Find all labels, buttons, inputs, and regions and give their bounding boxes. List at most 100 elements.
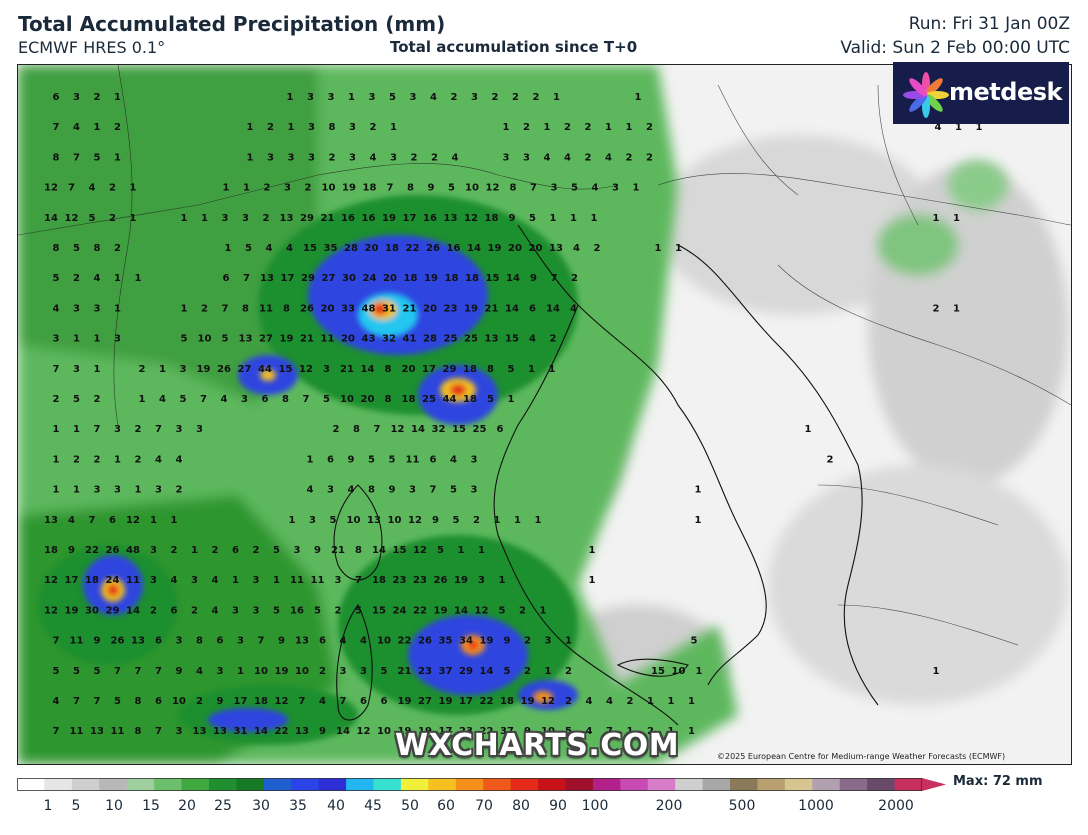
colorbar-swatch (71, 778, 100, 791)
grid-value: 29 (106, 605, 120, 616)
grid-value: 9 (530, 273, 537, 284)
grid-value: 3 (323, 364, 330, 375)
chart-title: Total Accumulated Precipitation (mm) (18, 12, 446, 36)
grid-value: 1 (589, 575, 596, 586)
grid-value: 9 (314, 545, 321, 556)
colorbar-swatch (538, 778, 567, 791)
grid-value: 5 (114, 696, 121, 707)
grid-value: 12 (65, 213, 79, 224)
grid-value: 5 (368, 454, 375, 465)
grid-value: 3 (237, 636, 244, 647)
grid-value: 11 (111, 726, 125, 737)
grid-value: 4 (53, 303, 60, 314)
grid-value: 6 (171, 605, 178, 616)
grid-value: 2 (565, 666, 572, 677)
grid-value: 24 (106, 575, 120, 586)
grid-value: 22 (85, 545, 99, 556)
grid-value: 3 (114, 334, 121, 345)
grid-value: 30 (85, 605, 99, 616)
grid-value: 15 (651, 666, 665, 677)
grid-value: 1 (181, 213, 188, 224)
grid-value: 2 (333, 424, 340, 435)
grid-value: 2 (473, 515, 480, 526)
grid-value: 8 (242, 303, 249, 314)
grid-value: 13 (280, 213, 294, 224)
grid-value: 4 (307, 485, 314, 496)
grid-value: 3 (253, 605, 260, 616)
grid-value: 9 (278, 636, 285, 647)
grid-value: 7 (73, 696, 80, 707)
grid-value: 4 (592, 183, 599, 194)
grid-value: 12 (44, 183, 58, 194)
grid-value: 14 (480, 666, 494, 677)
grid-value: 5 (323, 394, 330, 405)
grid-value: 18 (445, 273, 459, 284)
grid-value: 3 (335, 575, 342, 586)
grid-value: 7 (53, 636, 60, 647)
grid-value: 32 (432, 424, 446, 435)
grid-value: 17 (403, 213, 417, 224)
model-label: ECMWF HRES 0.1° (18, 38, 166, 57)
grid-value: 7 (430, 485, 437, 496)
colorbar-swatch (263, 778, 292, 791)
grid-value: 7 (551, 273, 558, 284)
ecmwf-copyright: ©2025 European Centre for Medium-range W… (717, 752, 1006, 761)
grid-value: 4 (586, 726, 593, 737)
grid-value: 18 (372, 575, 386, 586)
grid-value: 23 (418, 666, 432, 677)
grid-value: 2 (646, 122, 653, 133)
grid-value: 7 (243, 273, 250, 284)
grid-value: 1 (635, 92, 642, 103)
grid-value: 3 (222, 213, 229, 224)
grid-value: 1 (247, 122, 254, 133)
grid-value: 5 (487, 394, 494, 405)
grid-value: 14 (505, 303, 519, 314)
grid-value: 13 (131, 636, 145, 647)
grid-value: 10 (541, 726, 555, 737)
grid-value: 26 (217, 364, 231, 375)
grid-value: 22 (480, 696, 494, 707)
grid-value: 2 (329, 152, 336, 163)
grid-value: 18 (463, 394, 477, 405)
grid-value: 20 (365, 243, 379, 254)
grid-value: 6 (262, 394, 269, 405)
grid-value: 3 (308, 152, 315, 163)
grid-value: 1 (223, 183, 230, 194)
grid-value: 4 (348, 485, 355, 496)
grid-value: 1 (528, 364, 535, 375)
grid-value: 26 (426, 243, 440, 254)
grid-value: 4 (319, 696, 326, 707)
grid-value: 9 (217, 696, 224, 707)
grid-value: 3 (232, 605, 239, 616)
grid-value: 19 (439, 696, 453, 707)
grid-value: 7 (68, 183, 75, 194)
grid-value: 8 (355, 545, 362, 556)
grid-value: 11 (259, 303, 273, 314)
grid-value: 12 (44, 605, 58, 616)
colorbar-swatch (400, 778, 429, 791)
grid-value: 7 (530, 183, 537, 194)
grid-value: 6 (327, 454, 334, 465)
grid-value: 18 (44, 545, 58, 556)
grid-value: 20 (402, 364, 416, 375)
grid-value: 21 (403, 303, 417, 314)
grid-value: 1 (114, 92, 121, 103)
grid-value: 10 (340, 394, 354, 405)
grid-value: 1 (348, 92, 355, 103)
grid-value: 3 (545, 636, 552, 647)
metdesk-logo: metdesk (893, 62, 1069, 124)
grid-value: 19 (488, 243, 502, 254)
grid-value: 17 (459, 696, 473, 707)
grid-value: 12 (275, 696, 289, 707)
grid-value: 1 (181, 303, 188, 314)
colorbar-tick-label: 45 (364, 798, 382, 814)
grid-value: 4 (573, 243, 580, 254)
grid-value: 4 (935, 122, 942, 133)
grid-value: 21 (331, 545, 345, 556)
grid-value: 1 (508, 394, 515, 405)
grid-value: 1 (544, 122, 551, 133)
grid-value: 6 (217, 636, 224, 647)
grid-value: 2 (114, 122, 121, 133)
grid-value: 28 (423, 334, 437, 345)
